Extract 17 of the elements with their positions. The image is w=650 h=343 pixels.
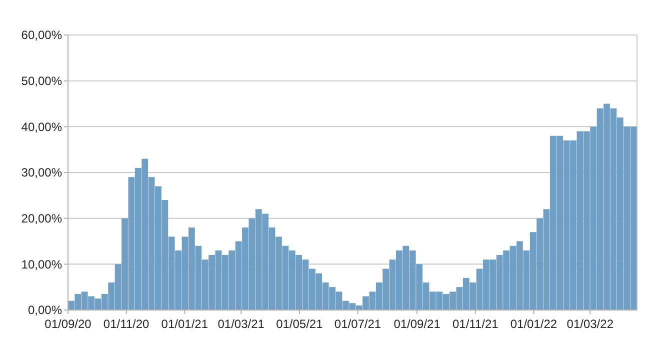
y-tick-label: 50,00% [21,74,62,88]
x-tick-label: 01/09/20 [44,317,92,331]
x-tick-label: 01/09/21 [394,317,441,331]
y-tick-label: 0,00% [28,303,62,318]
x-tick-label: 01/01/21 [161,317,208,331]
x-tick-label: 01/03/21 [218,317,265,331]
y-tick-label: 20,00% [21,212,62,226]
x-tick-label: 01/01/22 [510,317,558,331]
x-tick-label: 01/05/21 [276,317,324,331]
x-tick-label: 01/03/22 [566,317,614,331]
y-tick-label: 10,00% [21,257,62,272]
y-tick-label: 60,00% [21,28,62,42]
y-tick-label: 40,00% [21,120,62,134]
y-tick-label: 30,00% [21,166,62,180]
x-tick-label: 01/07/21 [334,317,382,331]
x-tick-label: 01/11/20 [103,317,150,331]
x-tick-label: 01/11/21 [452,317,499,331]
